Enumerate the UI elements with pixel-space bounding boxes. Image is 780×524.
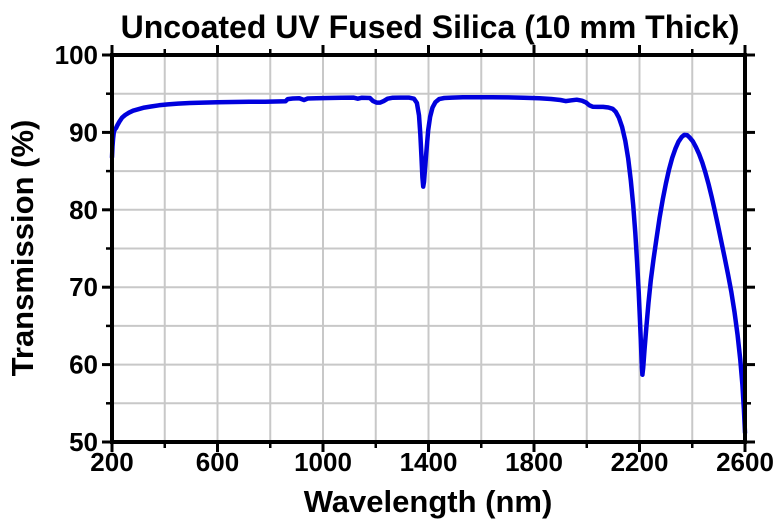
x-tick-label: 2200 xyxy=(611,447,669,477)
x-tick-label: 1400 xyxy=(400,447,458,477)
x-tick-label: 200 xyxy=(90,447,133,477)
minor-axis-ticks xyxy=(106,49,751,448)
y-tick-label: 60 xyxy=(69,350,98,380)
x-tick-label: 1800 xyxy=(505,447,563,477)
x-tick-label: 1000 xyxy=(294,447,352,477)
x-tick-label: 2600 xyxy=(716,447,774,477)
y-tick-label: 100 xyxy=(55,40,98,70)
y-tick-label: 90 xyxy=(69,117,98,147)
gridlines xyxy=(112,55,745,442)
x-axis-label: Wavelength (nm) xyxy=(304,484,553,519)
y-tick-label: 80 xyxy=(69,195,98,225)
y-axis-tick-labels: 50 60 70 80 90 100 xyxy=(55,40,98,457)
x-tick-label: 600 xyxy=(196,447,239,477)
x-axis-tick-labels: 200 600 1000 1400 1800 2200 2600 xyxy=(90,447,774,477)
transmission-curve xyxy=(109,94,748,435)
y-tick-label: 50 xyxy=(69,427,98,457)
chart-title: Uncoated UV Fused Silica (10 mm Thick) xyxy=(121,9,740,45)
y-tick-label: 70 xyxy=(69,272,98,302)
major-axis-ticks xyxy=(102,45,755,452)
y-axis-label: Transmission (%) xyxy=(5,120,40,377)
